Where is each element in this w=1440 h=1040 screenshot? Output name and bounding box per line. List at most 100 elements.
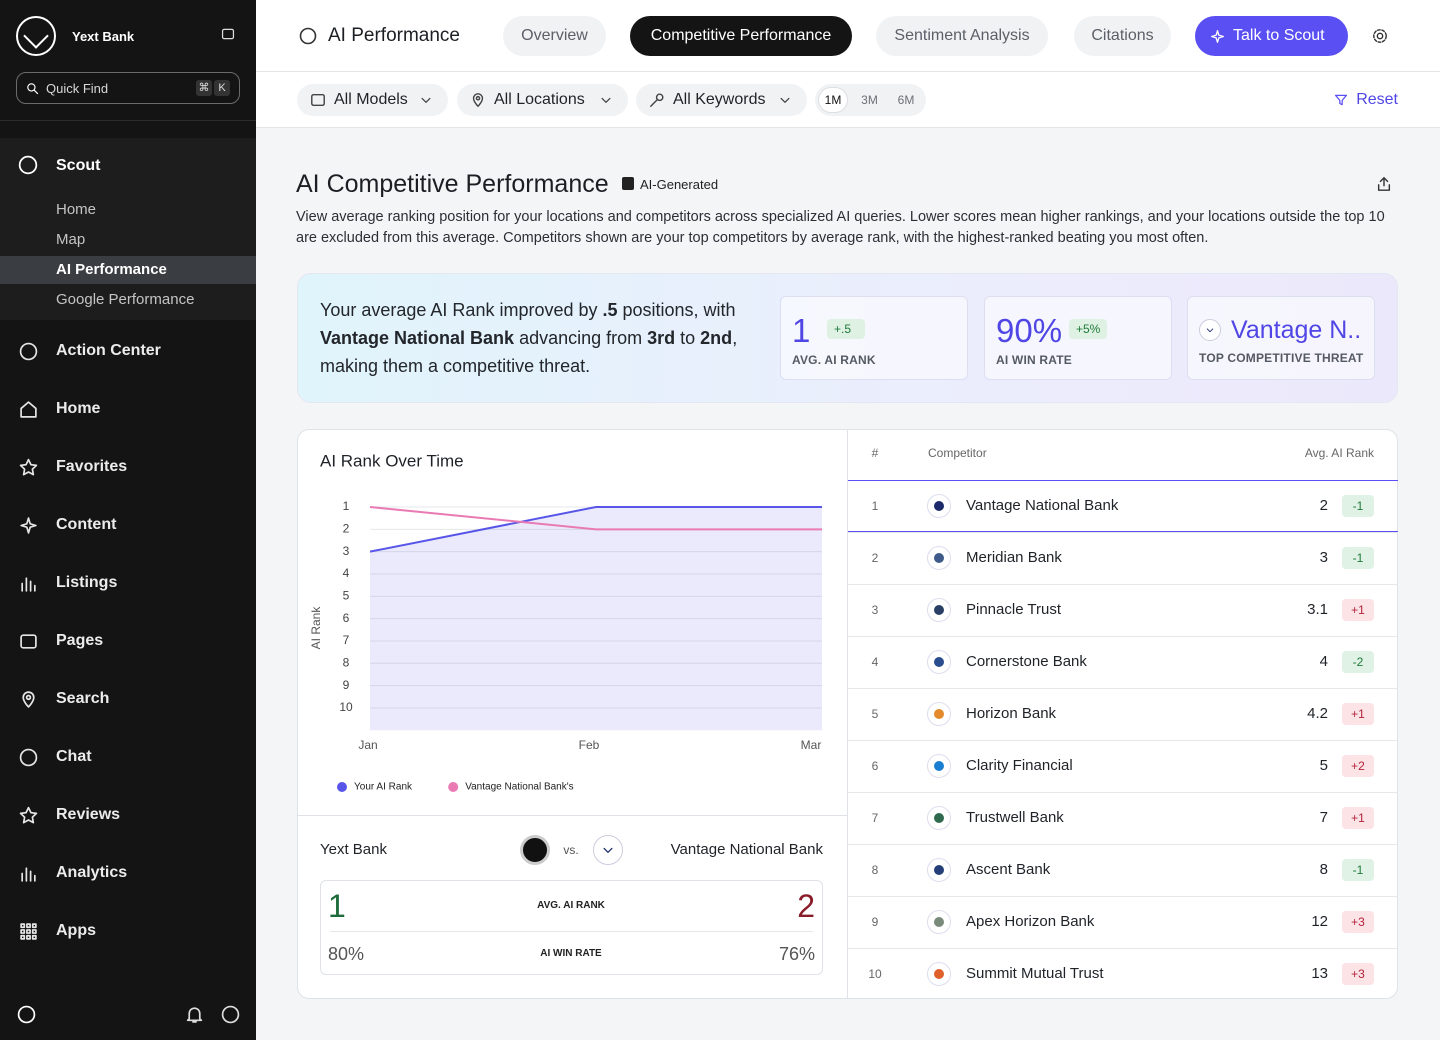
- logo: [16, 16, 56, 56]
- compare-left-value: 1: [328, 887, 346, 924]
- icon: [299, 27, 317, 45]
- dropdown[interactable]: [636, 84, 807, 116]
- nav-item[interactable]: Action Center: [56, 342, 161, 359]
- icon: [19, 633, 37, 649]
- row-rank: 6: [871, 758, 879, 773]
- kpi-value: 1: [792, 311, 811, 349]
- tab[interactable]: [503, 16, 606, 56]
- icon: [1373, 29, 1387, 43]
- row-divider: [848, 584, 1398, 585]
- yext-logo: [520, 835, 550, 865]
- nav-item[interactable]: Content: [56, 516, 117, 533]
- icon: [19, 806, 37, 824]
- row-divider: [848, 636, 1398, 637]
- quick-find-placeholder: Quick Find: [46, 80, 109, 96]
- kpi-value: 90%: [996, 311, 1063, 349]
- avg-rank: 4: [1319, 653, 1328, 670]
- card-divider: [847, 429, 848, 999]
- rank-change: -1: [1352, 498, 1364, 513]
- row-divider: [848, 531, 1398, 532]
- nav-item[interactable]: Analytics: [56, 864, 128, 881]
- icon: [19, 922, 37, 940]
- tab[interactable]: [630, 16, 852, 56]
- tab-label: Sentiment Analysis: [894, 27, 1030, 44]
- competitor-name: Apex Horizon Bank: [966, 913, 1095, 930]
- icon: [19, 400, 37, 418]
- nav-item[interactable]: Search: [56, 690, 110, 707]
- icon: [311, 93, 325, 107]
- nav-item[interactable]: Home: [56, 400, 101, 417]
- competitor-logo: [927, 650, 951, 674]
- change-badge: [1342, 807, 1374, 829]
- summary-text: Your average AI Rank improved by .5 posi…: [320, 296, 738, 380]
- reset-link[interactable]: Reset: [1356, 91, 1398, 108]
- summary-text-segment: advancing from: [514, 328, 648, 348]
- nav-item[interactable]: Pages: [56, 632, 104, 649]
- competitor-logo-mark: [934, 917, 944, 927]
- icon: [20, 576, 36, 592]
- scout-section: [0, 138, 256, 320]
- nav-item[interactable]: Apps: [56, 922, 96, 939]
- nav-item[interactable]: Favorites: [56, 458, 128, 475]
- avg-rank: 2: [1319, 497, 1328, 514]
- competitor-name: Trustwell Bank: [966, 809, 1064, 826]
- icon: [780, 97, 790, 103]
- icon: [21, 690, 35, 708]
- nav-item[interactable]: Chat: [56, 748, 92, 765]
- icon: [1377, 177, 1391, 191]
- table-header: #: [871, 445, 879, 460]
- kpi-label: AVG. AI RANK: [792, 352, 876, 367]
- avg-rank: 12: [1311, 913, 1328, 930]
- competitor-logo-mark: [934, 761, 944, 771]
- change-badge: [1342, 547, 1374, 569]
- change-badge: [1342, 755, 1374, 777]
- rank-change: +2: [1351, 758, 1365, 773]
- compare-right-value: 76%: [778, 943, 815, 964]
- kbd-key-label: ⌘: [198, 82, 210, 94]
- avg-rank: 3.1: [1307, 601, 1328, 618]
- icon: [26, 82, 38, 94]
- competitor-logo-mark: [934, 969, 944, 979]
- sub-nav-item[interactable]: AI Performance: [56, 261, 167, 278]
- period-option[interactable]: 3M: [861, 92, 878, 107]
- competitor-name: Meridian Bank: [966, 549, 1062, 566]
- quick-find[interactable]: [16, 72, 240, 104]
- competitor-name: Horizon Bank: [966, 705, 1057, 722]
- icon: [472, 93, 484, 107]
- compare-right-value: 2: [797, 887, 815, 924]
- period-option[interactable]: 1M: [824, 92, 842, 107]
- summary-text-segment: 2nd: [700, 328, 733, 348]
- compare-box: [320, 880, 823, 975]
- row-divider: [848, 480, 1398, 481]
- icon: [650, 93, 664, 107]
- nav-item[interactable]: Reviews: [56, 806, 121, 823]
- tab[interactable]: [876, 16, 1048, 56]
- compare-vs: vs.: [563, 842, 579, 857]
- dropdown[interactable]: [457, 84, 628, 116]
- sub-nav-item[interactable]: Home: [56, 201, 97, 218]
- row-rank: 1: [871, 498, 879, 513]
- compare-left: Yext Bank: [320, 841, 387, 858]
- dropdown-label: All Models: [334, 91, 408, 108]
- summary-text-segment: to: [675, 328, 701, 348]
- tab[interactable]: [1074, 16, 1171, 56]
- competitor-logo-mark: [934, 553, 944, 563]
- avg-rank: 5: [1319, 757, 1328, 774]
- change-badge: [1342, 495, 1374, 517]
- period-option[interactable]: 6M: [897, 92, 915, 107]
- sub-nav-item[interactable]: Map: [56, 231, 86, 248]
- compare-right: Vantage National Bank: [670, 841, 823, 858]
- icon: [221, 1005, 239, 1023]
- icon: [20, 866, 36, 882]
- icon: [19, 748, 37, 766]
- tab-label: Competitive Performance: [650, 27, 832, 44]
- nav-item[interactable]: Listings: [56, 574, 118, 591]
- nav-item[interactable]: Scout: [56, 157, 101, 174]
- rank-change: +1: [1351, 706, 1365, 721]
- sub-nav-item[interactable]: Google Performance: [56, 291, 195, 308]
- ai-badge-icon: [622, 177, 634, 190]
- rank-change: +1: [1351, 602, 1365, 617]
- summary-text-segment: Your average AI Rank improved by: [320, 300, 603, 320]
- rank-change: +3: [1351, 914, 1365, 929]
- competitor-name: Ascent Bank: [966, 861, 1051, 878]
